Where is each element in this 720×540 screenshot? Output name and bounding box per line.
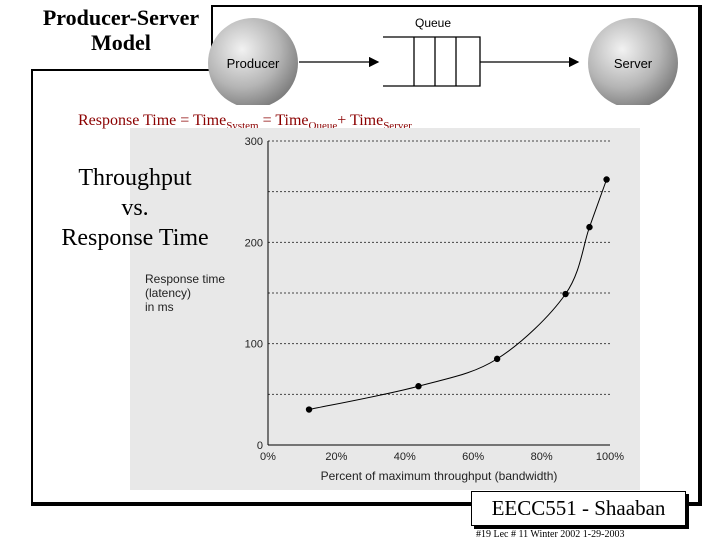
data-point — [562, 290, 569, 298]
y-tick-label: 300 — [245, 136, 263, 148]
queue-label: Queue — [415, 16, 451, 30]
data-point — [305, 406, 313, 413]
title-line-2: Model — [91, 30, 151, 55]
x-tick-label: 100% — [596, 451, 624, 463]
data-point — [586, 223, 593, 231]
chart-panel — [130, 128, 640, 490]
data-point — [415, 383, 422, 390]
x-tick-label: 80% — [531, 451, 553, 463]
x-tick-label: 20% — [325, 451, 347, 463]
throughput-chart: 0 100 200 300 0% 20% 40% 60% 80% 100% Percent of m… — [130, 128, 640, 490]
y-tick-label: 0 — [257, 440, 263, 452]
y-axis-label: (latency) — [145, 286, 191, 300]
lecture-footer: #19 Lec # 11 Winter 2002 1-29-2003 — [476, 529, 625, 540]
side-title-line-3: Response Time — [61, 225, 209, 251]
data-point — [493, 355, 501, 363]
x-tick-label: 60% — [462, 451, 484, 463]
server-label: Server — [614, 56, 653, 71]
side-title-line-2: vs. — [121, 195, 149, 221]
x-tick-label: 0% — [260, 451, 276, 463]
course-label: EECC551 - Shaaban — [491, 496, 666, 520]
server-node: Server — [588, 18, 678, 105]
y-axis-label: Response time — [145, 272, 225, 286]
y-tick-label: 200 — [245, 237, 263, 249]
producer-server-diagram: Producer Queue Server — [208, 16, 678, 105]
producer-label: Producer — [227, 56, 280, 71]
slide-title: Producer-Server Model — [31, 5, 213, 71]
title-line-1: Producer-Server — [42, 5, 200, 30]
x-axis-label: Percent of maximum throughput (bandwidth… — [321, 469, 558, 483]
producer-node: Producer — [208, 18, 298, 105]
queue-node: Queue — [383, 16, 481, 87]
slide-frame — [31, 5, 702, 506]
x-tick-label: 40% — [394, 451, 416, 463]
side-title: Throughput vs. Response Time — [40, 163, 230, 253]
course-footer-box: EECC551 - Shaaban — [471, 491, 686, 526]
y-axis-label: in ms — [145, 300, 174, 314]
y-tick-label: 100 — [245, 339, 263, 351]
side-title-line-1: Throughput — [78, 165, 192, 191]
data-point — [603, 176, 610, 183]
